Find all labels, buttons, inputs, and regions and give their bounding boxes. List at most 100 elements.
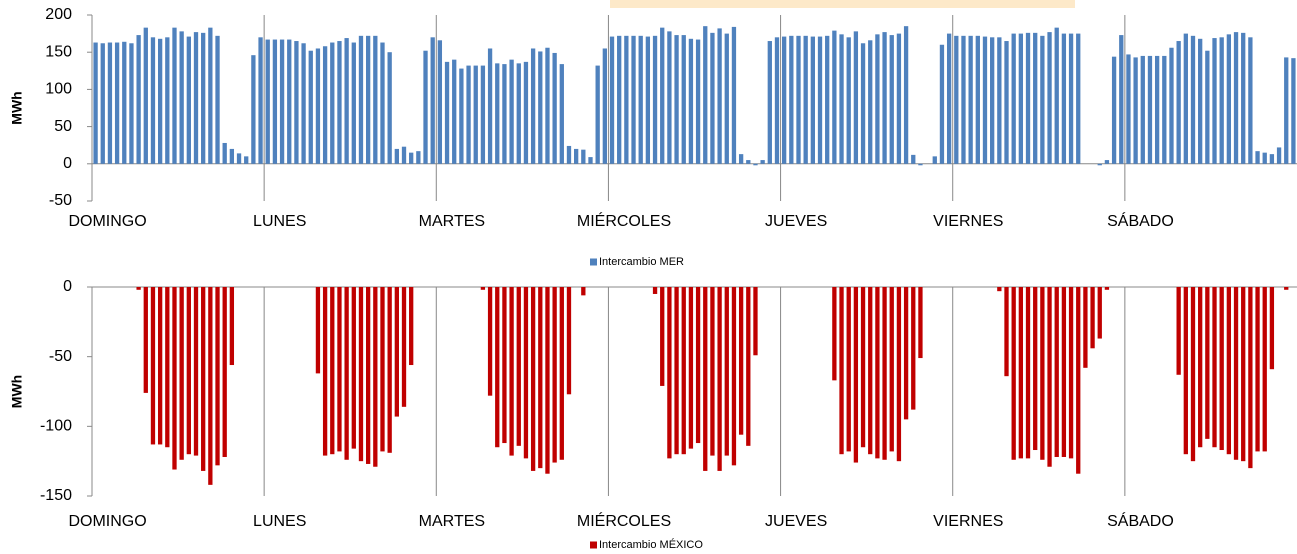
bar <box>165 37 170 164</box>
bar <box>437 40 443 164</box>
bar <box>387 287 392 453</box>
bar <box>516 63 521 164</box>
bar <box>523 287 529 459</box>
bar <box>466 65 471 164</box>
bar <box>201 32 206 164</box>
bar <box>258 37 263 164</box>
y-axis-title: MWh <box>9 375 25 408</box>
bar <box>344 38 349 164</box>
bar <box>911 287 916 410</box>
y-tick-label: -150 <box>40 487 72 504</box>
bar <box>114 42 120 164</box>
bar <box>365 287 371 464</box>
bar <box>337 41 342 164</box>
bar <box>1269 154 1275 164</box>
bar <box>322 287 328 456</box>
bar <box>315 48 321 164</box>
bar <box>1183 33 1188 164</box>
bar <box>107 42 113 164</box>
x-tick-label: VIERNES <box>933 213 1003 230</box>
legend-swatch <box>590 541 597 549</box>
bar <box>1061 33 1067 164</box>
x-tick-label: MIÉRCOLES <box>577 211 671 230</box>
bar <box>946 33 952 164</box>
bar <box>1025 287 1031 459</box>
bar <box>229 287 235 366</box>
bar <box>1011 33 1016 164</box>
bar <box>860 287 866 448</box>
bar <box>774 37 780 164</box>
bar <box>767 41 772 164</box>
bar <box>982 36 988 164</box>
bar <box>1018 287 1024 459</box>
bar <box>552 52 557 164</box>
bar <box>581 287 586 296</box>
y-tick-label: 100 <box>45 81 72 98</box>
bar <box>796 35 801 164</box>
bar <box>509 59 514 164</box>
bar <box>588 157 593 164</box>
bar <box>179 31 184 164</box>
bar <box>365 35 371 164</box>
bar <box>1090 287 1095 349</box>
bar <box>136 287 141 290</box>
bar <box>208 27 213 164</box>
bar <box>954 35 959 164</box>
bar <box>1205 287 1210 439</box>
bar <box>1119 35 1124 164</box>
bar <box>480 65 486 164</box>
bar <box>882 32 887 164</box>
bar <box>782 36 787 164</box>
y-tick-label: -50 <box>49 348 72 365</box>
bar <box>1033 32 1038 164</box>
bar <box>495 287 500 448</box>
bar <box>380 42 385 164</box>
bar <box>229 148 235 164</box>
bar <box>853 31 859 164</box>
x-tick-label: SÁBADO <box>1107 511 1174 530</box>
bar <box>868 287 873 455</box>
bar <box>193 287 199 456</box>
bar <box>502 64 507 164</box>
bar <box>208 287 213 485</box>
bar <box>373 287 378 467</box>
bar <box>1241 32 1246 164</box>
bar <box>1104 287 1110 290</box>
bar <box>559 287 564 460</box>
bar <box>839 287 844 455</box>
bar <box>875 34 880 164</box>
bar <box>1047 32 1052 164</box>
bar <box>667 31 672 164</box>
bar <box>409 287 414 366</box>
bar <box>186 287 191 455</box>
bar <box>1176 287 1181 375</box>
bar <box>430 37 435 164</box>
bar <box>990 37 995 164</box>
bar <box>1255 287 1260 452</box>
bar <box>143 27 148 164</box>
bar <box>1205 50 1210 164</box>
bar <box>574 148 579 164</box>
bar <box>1033 287 1038 451</box>
bar <box>1068 287 1074 459</box>
bar <box>373 35 378 164</box>
x-tick-label: JUEVES <box>765 513 827 530</box>
bar <box>93 42 98 164</box>
y-tick-label: -100 <box>40 418 72 435</box>
bar <box>839 34 844 164</box>
bar <box>1183 287 1188 455</box>
bar <box>1291 58 1296 164</box>
bar <box>387 52 392 164</box>
bar <box>703 26 708 164</box>
bar <box>222 287 227 457</box>
bar <box>1140 55 1145 164</box>
bar <box>832 30 837 164</box>
bar <box>530 48 536 164</box>
bar <box>688 38 694 164</box>
y-tick-label: 0 <box>63 155 72 172</box>
bar <box>760 160 765 164</box>
bar <box>100 43 105 164</box>
bar <box>358 287 364 462</box>
bar <box>545 47 550 164</box>
bar <box>753 163 758 166</box>
